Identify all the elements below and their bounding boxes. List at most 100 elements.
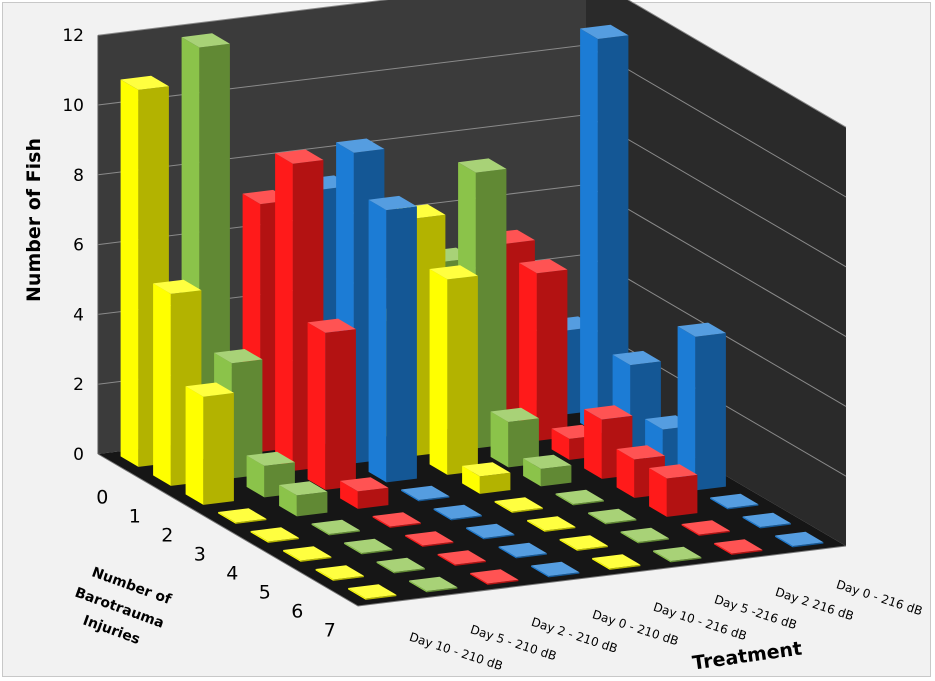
bar	[649, 464, 698, 517]
bar-top-face	[153, 279, 202, 294]
bar-top-face	[120, 75, 169, 90]
bar-top-face	[218, 508, 267, 523]
z-axis-title: Number of Barotrauma Injuries	[73, 564, 174, 647]
bar-front-face	[376, 561, 395, 574]
y-tick-label: 0	[73, 445, 84, 465]
bar-side-face	[418, 496, 450, 502]
bar-top-face	[405, 531, 454, 546]
bar-side-face	[512, 507, 543, 513]
bar-front-face	[490, 411, 509, 468]
y-tick-label: 12	[62, 26, 84, 46]
bar	[580, 24, 629, 434]
y-tick-labels: 0 2 4 6 8 10 12	[62, 26, 84, 465]
bar	[527, 516, 576, 532]
bar	[311, 519, 360, 536]
injury-tick-label: 3	[194, 544, 206, 566]
bar-front-face	[742, 516, 761, 529]
bar-side-face	[573, 500, 604, 506]
bar-front-face	[372, 516, 391, 528]
bar-top-face	[681, 520, 730, 535]
injury-tick-label: 1	[129, 506, 141, 528]
bar	[584, 405, 633, 479]
bar-front-face	[250, 531, 269, 543]
bar-front-face	[348, 588, 366, 600]
bar	[340, 477, 389, 509]
bar	[710, 493, 759, 510]
bar-top-face	[250, 527, 299, 542]
bar-top-face	[742, 512, 791, 527]
bar	[470, 569, 519, 585]
bar-side-face	[203, 392, 234, 505]
bar-side-face	[536, 269, 568, 441]
bar-top-face	[462, 462, 511, 477]
bar-side-face	[605, 519, 637, 525]
bar-side-face	[487, 579, 519, 585]
bar-front-face	[527, 520, 545, 532]
bar-front-face	[218, 512, 236, 524]
bar	[519, 259, 568, 441]
bar-front-face	[307, 322, 326, 490]
bar-front-face	[429, 269, 448, 475]
bar-top-face	[368, 195, 417, 211]
bar-top-face	[275, 149, 324, 164]
bar-front-face	[681, 524, 700, 536]
bar-side-face	[475, 168, 507, 449]
injury-tick-label: 7	[324, 620, 336, 642]
bar-side-face	[422, 541, 454, 547]
bar-front-face	[653, 550, 671, 563]
bar-front-face	[519, 262, 537, 441]
bar-side-face	[792, 542, 824, 548]
bar	[714, 539, 763, 555]
bar-side-face	[329, 530, 360, 536]
bar-side-face	[479, 472, 511, 494]
bar	[283, 546, 332, 562]
bar-side-face	[727, 504, 759, 510]
bar-side-face	[357, 487, 389, 509]
bar-front-face	[616, 449, 635, 498]
bar	[409, 576, 458, 593]
bar-front-face	[409, 580, 427, 593]
bar-top-face	[307, 318, 356, 333]
bar-top-face	[470, 569, 519, 584]
bar-side-face	[333, 575, 364, 581]
y-tick-label: 8	[73, 166, 84, 186]
bar	[405, 531, 454, 547]
bar-side-face	[300, 556, 332, 562]
bar	[307, 318, 356, 490]
bar-side-face	[731, 549, 763, 555]
gridline	[97, 0, 847, 128]
bar-front-face	[340, 480, 358, 509]
bar	[462, 462, 511, 494]
bar	[490, 407, 539, 468]
bar-front-face	[470, 573, 488, 585]
bar	[677, 322, 726, 491]
bar	[185, 382, 234, 505]
bar-top-face	[677, 322, 726, 337]
bar-front-face	[401, 489, 419, 502]
x-axis-title: Treatment	[691, 637, 803, 674]
bar-side-face	[483, 534, 515, 540]
bar	[368, 195, 417, 483]
bar-front-face	[344, 542, 362, 555]
y-axis-title: Number of Fish	[23, 138, 45, 302]
bar-side-face	[455, 560, 486, 566]
floor-edge	[97, 453, 847, 607]
bar	[429, 265, 478, 475]
bar-top-face	[344, 538, 393, 553]
bar-front-face	[592, 558, 610, 570]
bar	[620, 527, 669, 544]
bar-front-face	[555, 493, 574, 506]
bar-top-face	[559, 535, 608, 550]
bar-side-face	[365, 594, 397, 600]
bar-side-face	[390, 522, 421, 528]
bar-top-face	[372, 512, 421, 527]
bar-top-face	[531, 561, 580, 576]
bar-top-face	[555, 489, 604, 504]
bar	[218, 508, 267, 524]
bar-top-face	[246, 451, 295, 466]
bar-top-face	[653, 546, 702, 561]
bar-front-face	[551, 428, 570, 460]
bar-top-face	[429, 265, 478, 280]
